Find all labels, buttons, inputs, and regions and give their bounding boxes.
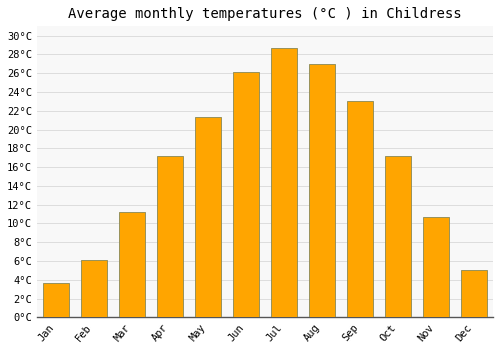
Bar: [118, 212, 145, 317]
Bar: [194, 117, 221, 317]
Bar: [80, 260, 107, 317]
Bar: [156, 156, 183, 317]
Bar: [42, 283, 69, 317]
Bar: [422, 217, 450, 317]
Bar: [460, 270, 487, 317]
Bar: [270, 48, 297, 317]
Bar: [308, 64, 336, 317]
Bar: [232, 72, 259, 317]
Bar: [346, 102, 374, 317]
Title: Average monthly temperatures (°C ) in Childress: Average monthly temperatures (°C ) in Ch…: [68, 7, 462, 21]
Bar: [384, 156, 411, 317]
